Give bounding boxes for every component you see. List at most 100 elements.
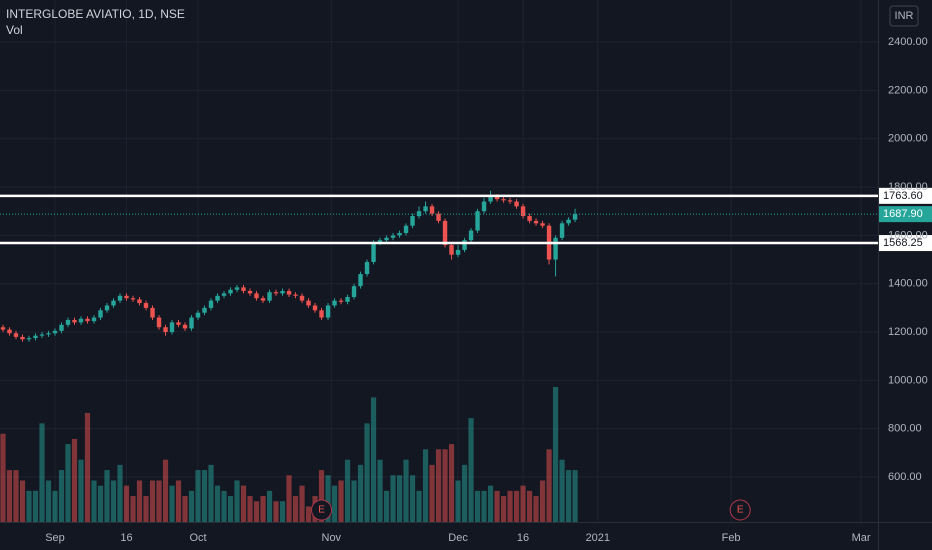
candle-body xyxy=(215,295,220,301)
volume-bar xyxy=(91,480,97,522)
volume-bar xyxy=(435,449,442,522)
last-price-box xyxy=(879,206,932,223)
volume-bar xyxy=(286,475,292,522)
candle-body xyxy=(176,322,181,325)
candle-body xyxy=(319,310,324,318)
candle-body xyxy=(533,220,539,224)
volume-bar xyxy=(39,423,45,522)
hline-box xyxy=(879,187,932,204)
volume-bar xyxy=(234,480,240,522)
candle-body xyxy=(286,290,292,295)
volume-bar xyxy=(84,412,91,522)
volume-bar xyxy=(344,459,351,522)
candle-body xyxy=(312,305,318,311)
candle-body xyxy=(143,303,149,308)
volume-bar xyxy=(188,490,195,522)
candle-body xyxy=(442,220,448,246)
volume-bar xyxy=(390,475,396,522)
candle-body xyxy=(481,201,487,212)
volume-bar xyxy=(273,501,279,522)
x-tick-label: Nov xyxy=(322,532,342,544)
volume-bar xyxy=(351,480,357,522)
y-tick-label: 2000.00 xyxy=(888,133,928,145)
volume-bar xyxy=(78,459,84,522)
x-tick-label: 16 xyxy=(517,532,529,544)
chart-title: INTERGLOBE AVIATIO, 1D, NSE xyxy=(6,7,185,21)
y-tick-label: 1400.00 xyxy=(888,278,928,290)
volume-bar xyxy=(338,480,344,522)
volume-bar xyxy=(52,490,58,522)
volume-bar xyxy=(208,464,214,522)
candle-body xyxy=(267,292,272,301)
earnings-label: E xyxy=(318,505,325,516)
volume-bar xyxy=(201,470,208,522)
currency-box[interactable] xyxy=(889,5,919,27)
candle-body xyxy=(403,225,409,233)
volume-bar xyxy=(383,490,390,522)
volume-pane xyxy=(0,387,578,522)
y-tick-label: 1600.00 xyxy=(888,229,928,241)
volume-bar xyxy=(422,449,429,522)
volume-bar xyxy=(227,496,234,522)
candle-body xyxy=(507,200,513,202)
x-tick-label: 16 xyxy=(120,532,132,544)
volume-bar xyxy=(0,433,6,522)
candle-body xyxy=(65,319,71,325)
volume-bar xyxy=(162,459,169,522)
candle-body xyxy=(559,223,565,238)
last-price-label: 1687.90 xyxy=(883,208,923,220)
volume-bar xyxy=(240,485,247,522)
candle-body xyxy=(202,307,207,313)
candle-body xyxy=(449,245,454,255)
y-tick-label: 800.00 xyxy=(888,423,922,435)
candle-body xyxy=(468,230,474,241)
volume-bar xyxy=(169,485,175,522)
candle-body xyxy=(46,333,51,335)
candle-body xyxy=(364,261,370,275)
candle-body xyxy=(520,206,526,217)
volume-bar xyxy=(552,387,559,522)
volume-bar xyxy=(13,470,19,522)
x-tick-label: Oct xyxy=(189,532,206,544)
volume-bar xyxy=(299,485,305,522)
candle-body xyxy=(221,293,227,296)
volume-bar xyxy=(377,459,383,522)
volume-bar xyxy=(305,506,312,522)
candle-body xyxy=(195,312,201,318)
volume-bar xyxy=(357,464,364,522)
candle-body xyxy=(273,292,279,294)
x-tick-label: Mar xyxy=(852,532,871,544)
candle-body xyxy=(488,196,493,202)
candle-body xyxy=(377,240,383,243)
volume-bar xyxy=(364,423,370,522)
candle-body xyxy=(416,211,422,217)
candle-body xyxy=(514,201,519,207)
earnings-label: E xyxy=(737,505,744,516)
volume-bar xyxy=(396,475,403,522)
volume-bar xyxy=(539,480,546,522)
candle-body xyxy=(26,338,32,340)
volume-bar xyxy=(565,470,572,522)
y-tick-label: 1000.00 xyxy=(888,374,928,386)
candle-body xyxy=(429,206,435,214)
candle-body xyxy=(182,324,188,329)
earnings-marker xyxy=(311,499,333,521)
volume-bar xyxy=(500,496,507,522)
volume-bar xyxy=(455,480,461,522)
volume-bar xyxy=(117,464,123,522)
candle-body xyxy=(130,298,136,300)
volume-label: Vol xyxy=(6,23,23,37)
hline-box xyxy=(879,235,932,252)
volume-bar xyxy=(318,470,325,522)
candle-body xyxy=(241,287,246,291)
volume-bar xyxy=(403,459,409,522)
hline-label: 1568.25 xyxy=(883,237,923,249)
volume-bar xyxy=(45,480,52,522)
currency[interactable]: INR xyxy=(895,10,914,22)
candle-body xyxy=(423,206,428,212)
volume-bar xyxy=(123,485,130,522)
volume-bar xyxy=(26,490,32,522)
volume-bar xyxy=(175,480,182,522)
